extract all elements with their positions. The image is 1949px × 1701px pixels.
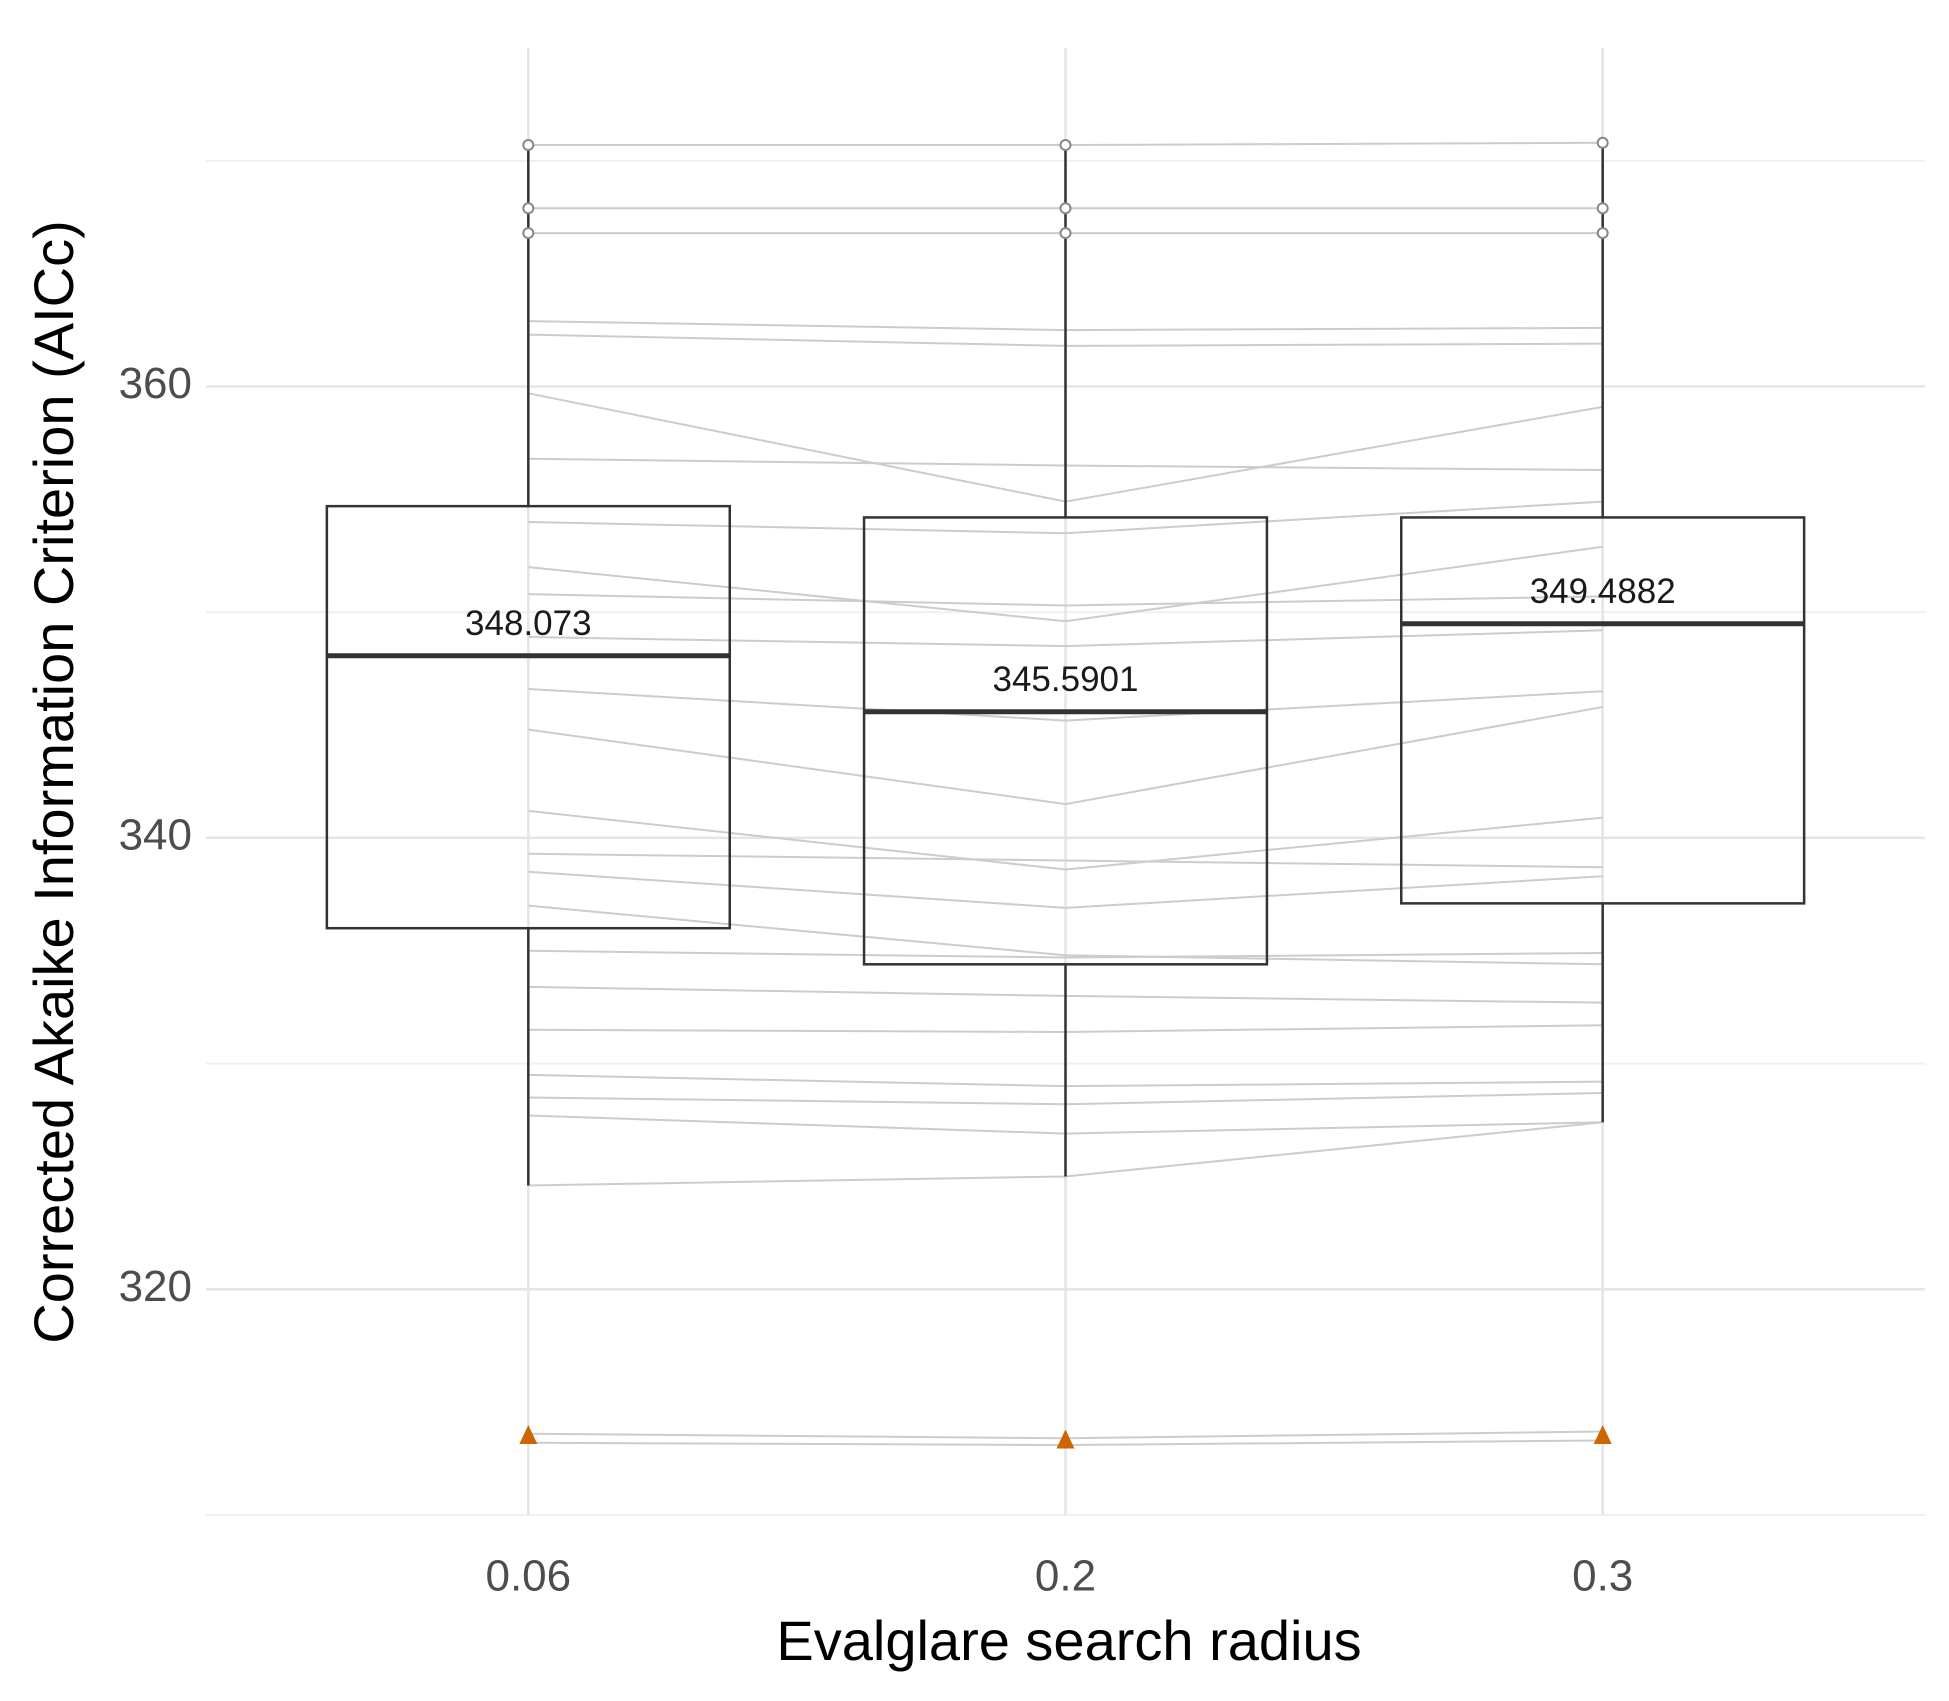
median-label: 349.4882 bbox=[1530, 572, 1676, 611]
x-tick-label: 0.2 bbox=[1035, 1552, 1096, 1601]
trajectory bbox=[528, 809, 1603, 871]
outlier bbox=[1596, 202, 1609, 215]
trajectory bbox=[528, 500, 1603, 535]
outlier bbox=[522, 202, 535, 215]
y-axis-title: Corrected Akaike Information Criterion (… bbox=[22, 220, 85, 1344]
y-tick-label: 340 bbox=[119, 811, 192, 860]
y-tick-label: 360 bbox=[119, 359, 192, 408]
outlier bbox=[522, 139, 535, 152]
outlier bbox=[1059, 139, 1072, 152]
trajectory bbox=[528, 949, 1603, 959]
outlier bbox=[1596, 227, 1609, 240]
trajectory bbox=[528, 593, 1603, 607]
x-tick-label: 0.3 bbox=[1572, 1552, 1633, 1601]
outlier bbox=[522, 227, 535, 240]
outlier bbox=[1059, 202, 1072, 215]
x-axis-title: Evalglare search radius bbox=[776, 1609, 1361, 1672]
outlier bbox=[1059, 227, 1072, 240]
trajectory bbox=[528, 629, 1603, 648]
box bbox=[862, 516, 1269, 966]
y-tick-label: 320 bbox=[119, 1262, 192, 1311]
highlight-point bbox=[1593, 1425, 1612, 1445]
box bbox=[325, 504, 732, 930]
x-tick-label: 0.06 bbox=[485, 1552, 571, 1601]
trajectory bbox=[528, 687, 1603, 722]
median-label: 345.5901 bbox=[993, 660, 1139, 699]
highlight-point bbox=[1056, 1429, 1075, 1449]
trajectory bbox=[528, 706, 1603, 806]
median-label: 348.073 bbox=[465, 604, 592, 643]
trajectory bbox=[528, 904, 1603, 966]
highlight-point bbox=[519, 1425, 538, 1445]
box bbox=[1399, 516, 1806, 905]
trajectory bbox=[528, 852, 1603, 869]
outlier bbox=[1596, 136, 1609, 149]
trajectory bbox=[528, 870, 1603, 909]
trajectory bbox=[528, 545, 1603, 623]
